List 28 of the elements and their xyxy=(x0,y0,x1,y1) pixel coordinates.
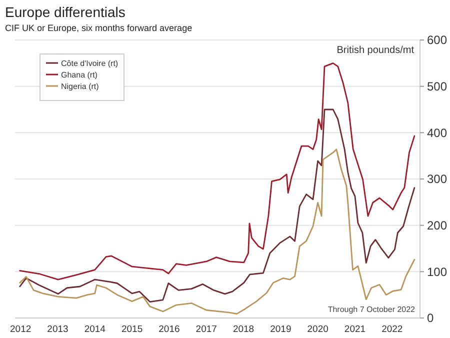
x-tick-label: 2017 xyxy=(196,324,217,335)
legend-label: Nigeria (rt) xyxy=(61,82,100,91)
y-axis-title: British pounds/mt xyxy=(336,45,414,56)
y-tick-label: 200 xyxy=(427,218,448,233)
x-tick-label: 2016 xyxy=(158,324,180,335)
x-tick-label: 2012 xyxy=(10,324,32,335)
annotation: Through 7 October 2022 xyxy=(328,305,416,314)
x-tick-label: 2019 xyxy=(270,324,292,335)
y-tick-label: 300 xyxy=(427,172,448,186)
x-tick-label: 2015 xyxy=(121,324,143,335)
line-series xyxy=(19,148,416,315)
x-tick-label: 2014 xyxy=(84,324,106,335)
legend-label: Ghana (rt) xyxy=(61,70,98,80)
line-series xyxy=(19,62,416,280)
chart-title: Europe differentials xyxy=(5,4,126,20)
x-tick-label: 2022 xyxy=(382,324,403,335)
legend-label: Côte d'Ivoire (rt) xyxy=(61,58,118,68)
chart-subtitle: CIF UK or Europe, six months forward average xyxy=(5,23,192,33)
x-tick-label: 2020 xyxy=(307,324,328,335)
y-tick-label: 400 xyxy=(427,126,448,140)
y-tick-label: 100 xyxy=(427,264,448,279)
x-tick-label: 2018 xyxy=(232,324,254,335)
x-tick-label: 2013 xyxy=(47,324,68,335)
x-tick-label: 2021 xyxy=(344,324,366,335)
y-tick-label: 600 xyxy=(427,33,448,48)
line-series xyxy=(19,108,416,302)
y-tick-label: 500 xyxy=(427,80,448,94)
y-tick-label: 0 xyxy=(427,311,434,326)
